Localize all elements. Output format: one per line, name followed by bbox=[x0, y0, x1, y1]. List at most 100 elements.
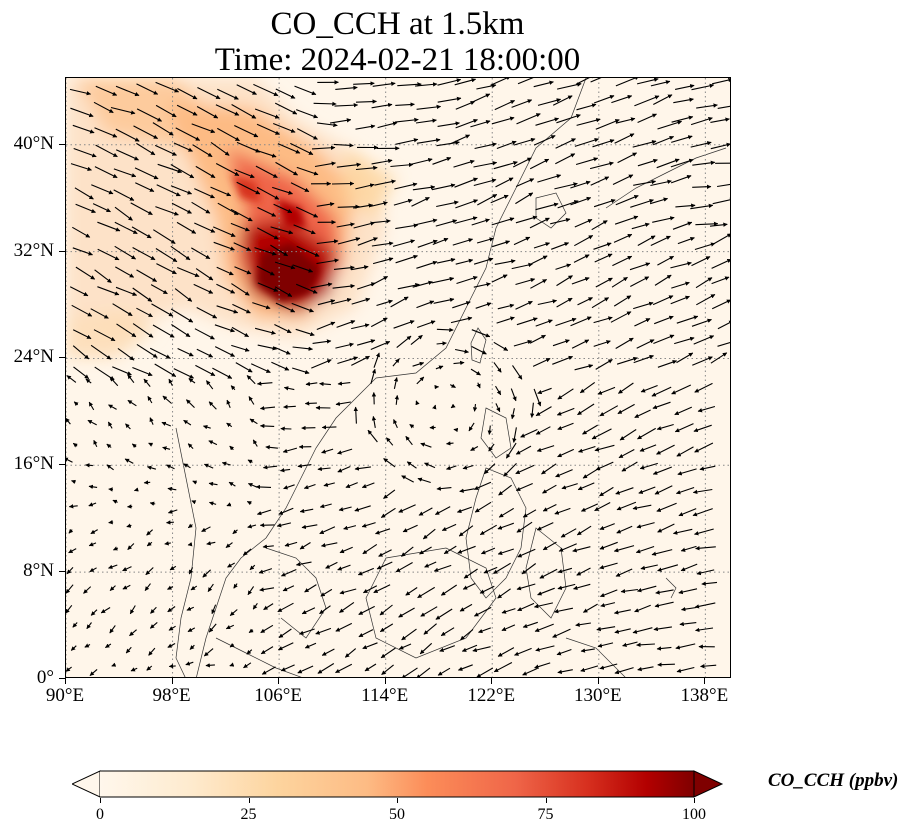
wind-arrow bbox=[233, 242, 252, 252]
wind-arrow bbox=[105, 643, 112, 649]
wind-arrow bbox=[516, 521, 533, 533]
wind-arrow bbox=[535, 202, 559, 211]
wind-arrow bbox=[599, 663, 618, 670]
wind-arrow bbox=[183, 419, 192, 426]
wind-arrow bbox=[217, 202, 239, 216]
wind-arrow bbox=[556, 114, 581, 124]
wind-arrow bbox=[147, 396, 153, 404]
wind-arrow bbox=[473, 178, 497, 187]
wind-arrow bbox=[325, 561, 338, 569]
wind-arrow bbox=[72, 622, 78, 628]
wind-arrow bbox=[254, 108, 280, 119]
wind-arrow bbox=[232, 529, 238, 535]
wind-arrow bbox=[151, 303, 174, 317]
wind-arrow bbox=[376, 299, 393, 307]
wind-arrow bbox=[454, 177, 478, 188]
wind-arrow bbox=[443, 545, 457, 555]
wind-arrow bbox=[692, 184, 712, 189]
colorbar-tick-mark bbox=[694, 798, 695, 803]
wind-arrow bbox=[411, 197, 430, 207]
wind-arrow bbox=[401, 628, 417, 641]
wind-arrow bbox=[95, 85, 118, 96]
wind-arrow bbox=[205, 663, 215, 668]
wind-arrow bbox=[94, 269, 112, 284]
wind-arrow bbox=[440, 584, 458, 596]
wind-arrow bbox=[471, 218, 490, 226]
wind-arrow bbox=[377, 121, 398, 129]
wind-arrow bbox=[312, 339, 332, 344]
wind-arrow bbox=[717, 342, 730, 347]
wind-arrow bbox=[694, 528, 714, 536]
wind-arrow bbox=[186, 606, 195, 611]
wind-arrow bbox=[557, 448, 575, 458]
wind-arrow bbox=[262, 465, 278, 470]
wind-arrow bbox=[651, 386, 672, 397]
wind-arrow bbox=[652, 295, 674, 306]
wind-arrow bbox=[515, 215, 538, 224]
wind-arrow bbox=[675, 203, 696, 208]
wind-arrow bbox=[97, 248, 120, 261]
wind-arrow bbox=[515, 464, 535, 475]
wind-arrow bbox=[650, 235, 671, 246]
wind-arrow bbox=[203, 463, 214, 469]
wind-arrow bbox=[321, 648, 335, 656]
wind-arrow bbox=[512, 157, 532, 168]
wind-arrow bbox=[493, 160, 518, 170]
wind-arrow bbox=[211, 604, 217, 615]
wind-arrow bbox=[713, 233, 730, 245]
latitude-tick-label: 8°N bbox=[23, 560, 54, 582]
wind-arrow bbox=[446, 441, 454, 446]
wind-arrow bbox=[275, 302, 296, 313]
wind-arrow bbox=[412, 280, 433, 288]
wind-arrow bbox=[193, 283, 214, 294]
wind-arrow bbox=[493, 341, 509, 351]
wind-arrow bbox=[436, 327, 454, 333]
wind-arrow bbox=[195, 268, 214, 281]
wind-arrow bbox=[131, 226, 152, 239]
wind-arrow bbox=[257, 282, 279, 292]
wind-arrow bbox=[247, 459, 253, 464]
wind-arrow bbox=[412, 361, 425, 367]
wind-arrow bbox=[252, 602, 258, 610]
wind-arrow bbox=[195, 364, 216, 377]
wind-arrow bbox=[680, 545, 697, 552]
wind-arrow bbox=[671, 384, 692, 395]
wind-arrow bbox=[710, 117, 730, 123]
wind-arrow bbox=[655, 589, 674, 595]
wind-arrow bbox=[579, 381, 596, 394]
wind-arrow bbox=[335, 622, 353, 632]
wind-arrow bbox=[633, 354, 654, 364]
wind-arrow bbox=[334, 102, 359, 108]
wind-arrow bbox=[114, 206, 133, 221]
map-canvas bbox=[66, 78, 730, 677]
wind-arrow bbox=[570, 196, 592, 206]
wind-arrow bbox=[191, 201, 211, 214]
wind-arrow bbox=[335, 342, 354, 349]
wind-arrow bbox=[283, 404, 296, 410]
wind-arrow bbox=[257, 207, 277, 217]
wind-arrow bbox=[591, 220, 608, 231]
wind-arrow bbox=[354, 505, 371, 512]
wind-arrow bbox=[678, 588, 698, 595]
wind-arrow bbox=[257, 344, 277, 351]
wind-arrow bbox=[515, 277, 536, 286]
wind-arrow bbox=[295, 283, 318, 294]
co-field bbox=[66, 78, 396, 358]
wind-arrow bbox=[561, 483, 578, 490]
wind-arrow bbox=[311, 359, 332, 369]
wind-arrow bbox=[410, 334, 423, 346]
wind-vectors bbox=[66, 78, 730, 677]
wind-arrow bbox=[580, 503, 599, 512]
wind-arrow bbox=[473, 257, 494, 265]
wind-arrow bbox=[599, 541, 618, 550]
wind-arrow bbox=[510, 408, 516, 420]
colorbar-max-extend bbox=[693, 770, 724, 798]
wind-arrow bbox=[213, 241, 235, 251]
wind-arrow bbox=[452, 301, 471, 309]
wind-arrow bbox=[401, 546, 414, 557]
wind-arrow bbox=[345, 482, 358, 488]
wind-arrow bbox=[493, 362, 502, 373]
wind-arrow bbox=[453, 427, 459, 433]
wind-arrow bbox=[175, 127, 201, 141]
wind-arrow bbox=[673, 97, 694, 104]
